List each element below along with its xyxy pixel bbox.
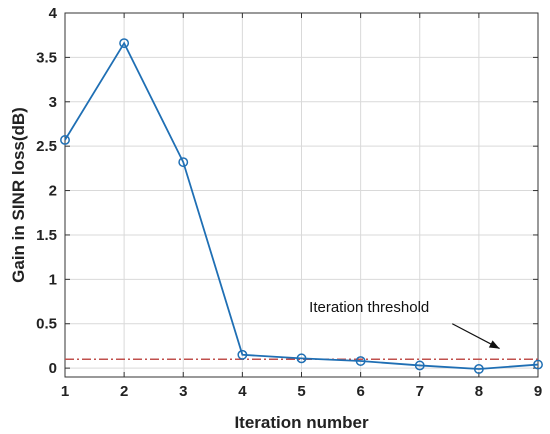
x-tick-label: 9 <box>534 383 542 400</box>
x-tick-label: 4 <box>238 383 247 400</box>
y-tick-label: 3.5 <box>36 49 57 66</box>
y-tick-label: 1 <box>49 271 57 288</box>
data-point <box>414 360 425 371</box>
series-markers <box>60 38 543 374</box>
x-axis-label: Iteration number <box>234 413 369 432</box>
data-point <box>178 157 189 168</box>
x-tick-labels: 1 2 3 4 5 6 7 8 9 <box>61 383 542 400</box>
x-tick-label: 1 <box>61 383 69 400</box>
data-point <box>296 353 307 364</box>
annotation-arrowhead <box>488 340 500 349</box>
x-tick-label: 7 <box>416 383 424 400</box>
annotation-label: Iteration threshold <box>309 299 429 316</box>
x-tick-label: 6 <box>356 383 364 400</box>
data-point <box>60 135 70 145</box>
y-tick-label: 1.5 <box>36 227 57 244</box>
y-tick-label: 0 <box>49 360 57 377</box>
data-point <box>533 359 543 370</box>
y-tick-label: 2.5 <box>36 138 57 155</box>
data-point <box>355 356 366 366</box>
y-tick-label: 0.5 <box>36 316 57 333</box>
data-point <box>473 364 484 374</box>
x-tick-label: 8 <box>475 383 483 400</box>
data-point <box>237 349 248 360</box>
x-tick-label: 5 <box>297 383 305 400</box>
y-axis-label: Gain in SINR loss(dB) <box>9 107 28 283</box>
series-line <box>64 41 539 370</box>
y-tick-label: 4 <box>49 5 58 22</box>
y-tick-labels: 0 0.5 1 1.5 2 2.5 3 3.5 4 <box>36 5 58 377</box>
x-tick-label: 3 <box>179 383 187 400</box>
y-tick-label: 2 <box>49 183 57 200</box>
x-tick-label: 2 <box>120 383 128 400</box>
data-point <box>119 38 130 49</box>
y-tick-label: 3 <box>49 94 57 111</box>
